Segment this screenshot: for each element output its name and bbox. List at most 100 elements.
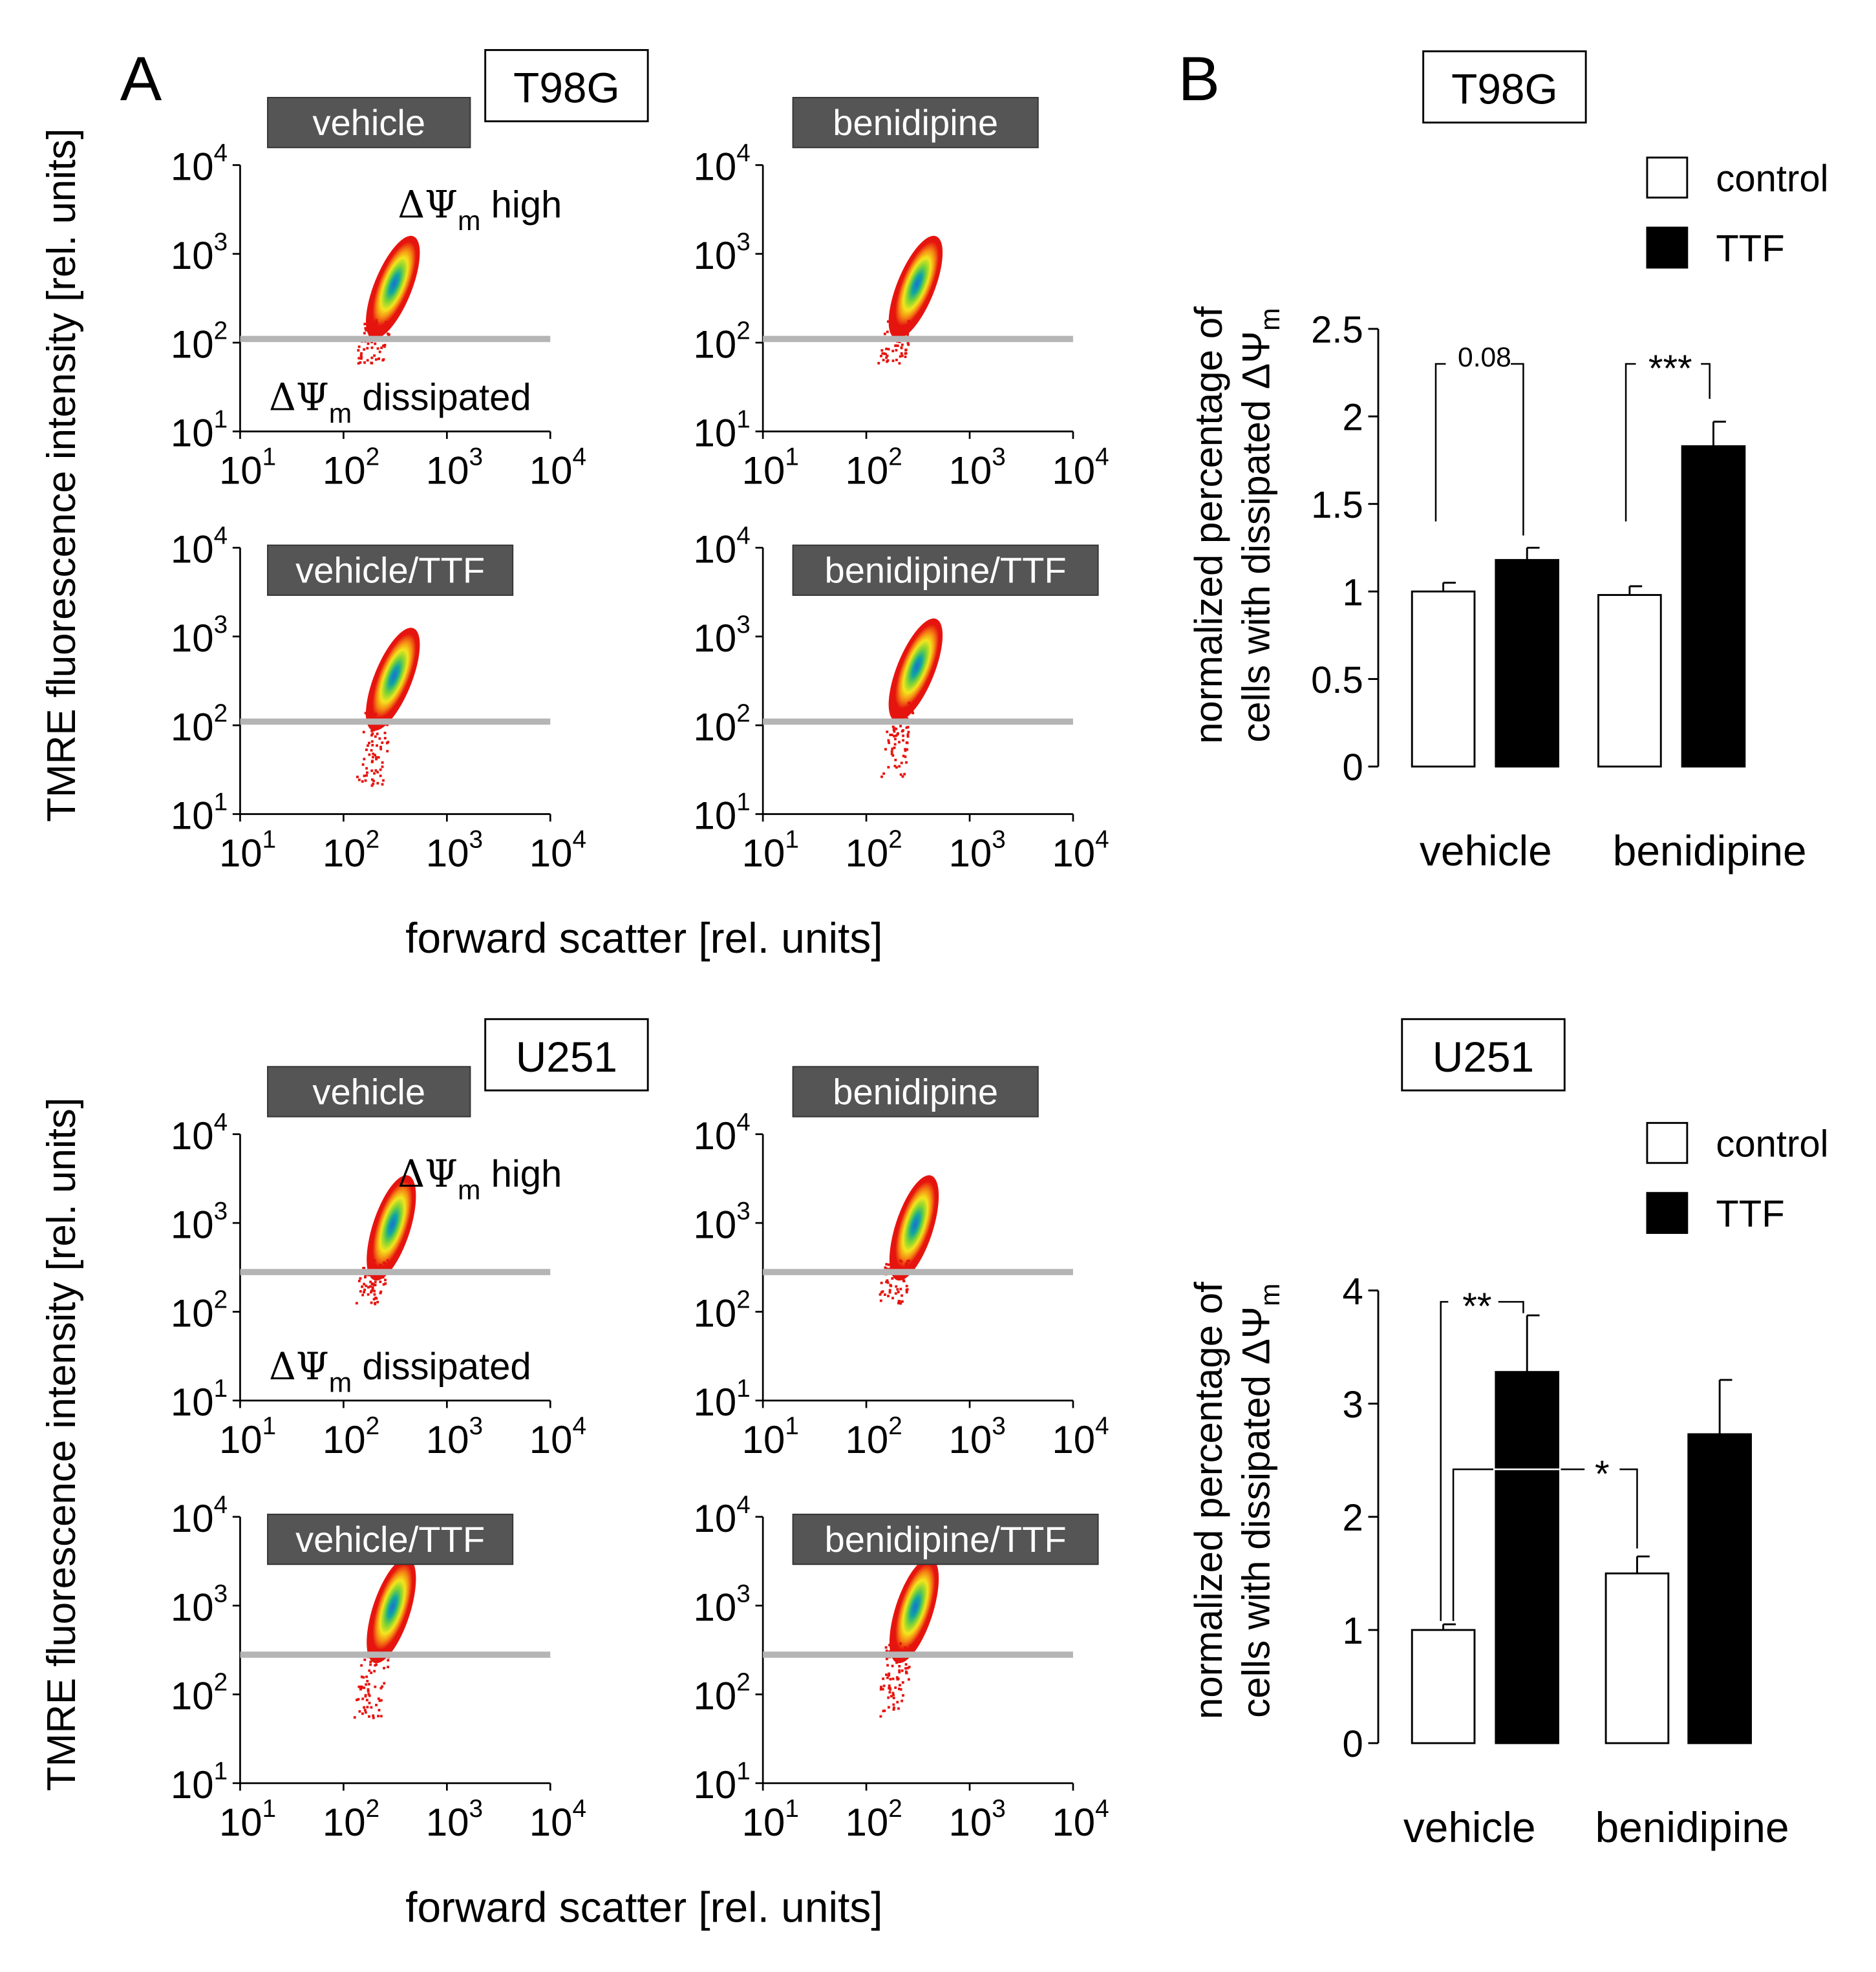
- event-dot: [367, 1693, 370, 1695]
- x-tick-label: 102: [323, 826, 379, 875]
- event-dot: [879, 1688, 882, 1691]
- significance-label-vehicle: **: [1462, 1286, 1491, 1328]
- event-dot: [379, 716, 383, 719]
- event-dot: [888, 1650, 891, 1653]
- condition-label: benidipine/TTF: [825, 1519, 1067, 1560]
- bar-ttf-benidipine: [1681, 445, 1746, 768]
- event-dot: [366, 1706, 369, 1709]
- event-dot: [888, 1644, 891, 1647]
- event-dot: [901, 1294, 903, 1297]
- event-dot: [891, 325, 894, 328]
- condition-label-bg: [267, 1066, 471, 1118]
- event-dot: [906, 717, 909, 720]
- category-label-benidipine: benidipine: [1595, 1803, 1789, 1851]
- event-dot: [898, 1300, 901, 1303]
- title-u251-flow: U251: [516, 1033, 617, 1081]
- event-dot: [380, 346, 383, 350]
- event-dot: [383, 737, 387, 740]
- y-tick-label: 104: [171, 522, 228, 571]
- event-dot: [898, 1669, 901, 1672]
- event-dot: [893, 735, 896, 737]
- event-dot: [376, 1300, 379, 1304]
- category-label-vehicle: vehicle: [1403, 1803, 1536, 1851]
- event-dot: [897, 1302, 900, 1305]
- event-dot: [360, 1675, 363, 1679]
- event-dot: [378, 350, 381, 354]
- event-dot: [368, 1715, 370, 1718]
- density-cluster: [888, 235, 943, 339]
- event-dot: [357, 1279, 361, 1282]
- event-dot: [906, 332, 910, 334]
- event-dot: [889, 734, 892, 736]
- event-dot: [376, 321, 379, 324]
- legend-label-ttf: TTF: [1716, 228, 1784, 270]
- event-dot: [389, 1648, 391, 1651]
- x-tick-label: 104: [529, 826, 586, 875]
- event-dot: [895, 705, 898, 708]
- condition-label-bg: [792, 1066, 1039, 1118]
- event-dot: [359, 354, 363, 357]
- event-dot: [895, 1676, 899, 1679]
- bar-ttf-vehicle: [1495, 1371, 1560, 1744]
- x-tick-label: 101: [742, 826, 799, 875]
- event-dot: [905, 326, 908, 329]
- x-tick-label: 102: [846, 1795, 902, 1844]
- condition-label: vehicle: [312, 1071, 425, 1112]
- event-dot: [361, 780, 364, 783]
- y-tick-label: 103: [694, 611, 751, 660]
- event-dot: [367, 744, 369, 747]
- event-dot: [887, 348, 890, 351]
- event-dot: [375, 1297, 378, 1300]
- density-cluster: [367, 1175, 416, 1281]
- y-tick-label: 101: [171, 406, 228, 455]
- density-core: [372, 1181, 412, 1267]
- event-dot: [363, 361, 366, 364]
- event-dot: [374, 328, 378, 331]
- legend-swatch-ttf: [1646, 1192, 1689, 1235]
- event-dot: [366, 346, 369, 350]
- significance-label-benidipine: ***: [1648, 348, 1692, 390]
- event-dot: [368, 320, 371, 323]
- panel-b-letter: B: [1178, 44, 1220, 114]
- event-dot: [376, 732, 379, 736]
- event-dot: [899, 325, 902, 328]
- event-dot: [879, 1293, 882, 1296]
- event-dot: [379, 1264, 382, 1267]
- event-dot: [378, 725, 381, 728]
- y-tick-label: 101: [171, 1757, 228, 1807]
- event-dot: [371, 1260, 374, 1263]
- bar-y-tick-label: 2: [1343, 397, 1363, 439]
- event-dot: [877, 362, 880, 365]
- annotation-dissipated: ΔΨm dissipated: [269, 376, 531, 429]
- event-dot: [908, 701, 911, 705]
- event-dot: [896, 1701, 899, 1704]
- x-tick-label: 102: [846, 1412, 902, 1461]
- event-dot: [377, 1697, 380, 1701]
- event-dot: [900, 352, 903, 355]
- event-dot: [383, 343, 387, 346]
- event-dot: [372, 1282, 375, 1286]
- event-dot: [376, 347, 379, 350]
- event-dot: [890, 328, 893, 331]
- density-cluster: [889, 1558, 939, 1664]
- event-dot: [896, 344, 899, 347]
- event-dot: [903, 772, 906, 776]
- condition-label-bg: [792, 96, 1039, 149]
- event-dot: [908, 1259, 911, 1262]
- event-dot: [370, 1301, 373, 1304]
- bar-y-tick-label: 4: [1343, 1271, 1363, 1313]
- event-dot: [379, 774, 382, 778]
- event-dot: [367, 712, 370, 715]
- event-dot: [374, 1264, 377, 1267]
- event-dot: [897, 1291, 900, 1293]
- event-dot: [907, 1678, 910, 1681]
- y-tick-label: 103: [171, 1197, 228, 1246]
- y-tick-label: 104: [694, 1108, 751, 1158]
- event-dot: [884, 748, 887, 751]
- event-dot: [375, 758, 378, 761]
- event-dot: [882, 1710, 885, 1713]
- event-dot: [361, 1285, 363, 1288]
